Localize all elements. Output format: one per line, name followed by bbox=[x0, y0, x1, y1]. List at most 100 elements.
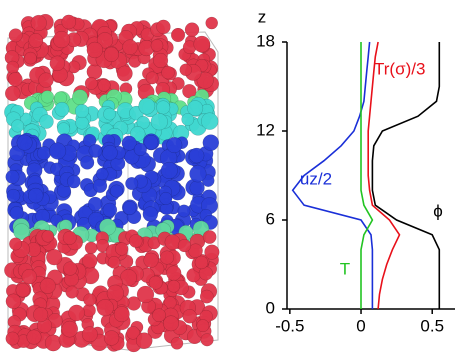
atom bbox=[143, 134, 159, 150]
atom bbox=[46, 248, 63, 266]
atom bbox=[125, 176, 139, 191]
atom bbox=[200, 333, 214, 347]
atom bbox=[21, 268, 37, 285]
atom bbox=[159, 250, 175, 265]
atom bbox=[95, 167, 109, 181]
series-line bbox=[360, 42, 374, 309]
atom bbox=[33, 307, 49, 323]
atom bbox=[138, 97, 156, 115]
atom bbox=[115, 242, 129, 256]
atom bbox=[41, 229, 55, 243]
series-label: ϕ bbox=[433, 201, 443, 220]
series-line bbox=[371, 42, 441, 309]
atom bbox=[9, 237, 23, 251]
atom bbox=[148, 275, 163, 290]
atom bbox=[160, 161, 178, 180]
atom bbox=[57, 122, 71, 136]
atom bbox=[177, 238, 192, 253]
atom bbox=[80, 155, 95, 170]
atom bbox=[205, 16, 219, 30]
atom bbox=[143, 252, 159, 268]
atom bbox=[16, 134, 33, 151]
atom bbox=[202, 134, 220, 151]
atom bbox=[49, 55, 66, 72]
atom bbox=[65, 285, 79, 299]
atom bbox=[109, 184, 124, 198]
atom bbox=[68, 304, 85, 322]
atom bbox=[9, 206, 24, 221]
atom bbox=[96, 299, 114, 317]
atom bbox=[39, 277, 56, 294]
atom bbox=[177, 204, 191, 218]
atom bbox=[164, 234, 181, 251]
atom bbox=[103, 107, 116, 121]
atom bbox=[84, 241, 98, 255]
atom bbox=[26, 329, 42, 345]
atom bbox=[166, 136, 183, 154]
atom bbox=[84, 76, 98, 90]
atom bbox=[156, 19, 171, 35]
atom bbox=[15, 282, 31, 298]
atom bbox=[161, 65, 175, 80]
atom bbox=[116, 65, 133, 82]
atom bbox=[5, 331, 20, 346]
atom bbox=[187, 100, 204, 117]
atom bbox=[81, 326, 98, 343]
y-tick-label: 18 bbox=[256, 31, 275, 50]
atom bbox=[83, 293, 97, 307]
atom bbox=[44, 334, 62, 352]
atom bbox=[133, 142, 147, 157]
atom-rendering bbox=[4, 13, 220, 353]
atom bbox=[188, 147, 205, 164]
series-label: uz/2 bbox=[300, 169, 332, 188]
atom bbox=[24, 51, 37, 65]
atom bbox=[126, 326, 140, 340]
atom bbox=[128, 234, 143, 248]
atom bbox=[170, 27, 186, 43]
atom bbox=[196, 319, 210, 333]
atom bbox=[72, 89, 88, 106]
atom bbox=[179, 63, 193, 77]
atom bbox=[39, 114, 54, 129]
atom bbox=[150, 113, 168, 131]
atom bbox=[61, 320, 79, 338]
atom bbox=[8, 28, 23, 43]
atom bbox=[92, 178, 108, 193]
atom bbox=[153, 52, 169, 69]
y-tick-label: 0 bbox=[266, 298, 275, 317]
atom bbox=[135, 332, 153, 349]
y-tick-label: 6 bbox=[266, 209, 275, 228]
x-tick-label: -0.5 bbox=[275, 316, 304, 335]
atom bbox=[74, 103, 90, 119]
atom bbox=[38, 72, 54, 88]
atom bbox=[82, 253, 98, 269]
atom bbox=[184, 22, 200, 37]
atom bbox=[193, 35, 211, 53]
x-tick-label: 0.5 bbox=[420, 316, 444, 335]
atom bbox=[62, 230, 77, 245]
atom bbox=[8, 72, 23, 87]
atom bbox=[102, 144, 118, 161]
series-label: Tr(σ)/3 bbox=[374, 59, 425, 78]
atom bbox=[9, 145, 25, 162]
atom bbox=[61, 14, 77, 30]
atom bbox=[82, 133, 97, 148]
atom bbox=[201, 112, 219, 130]
atom bbox=[4, 85, 21, 102]
atom bbox=[202, 230, 217, 244]
atom bbox=[6, 60, 20, 74]
atom bbox=[96, 32, 114, 49]
atom bbox=[49, 142, 67, 160]
atom bbox=[102, 202, 118, 218]
atom bbox=[196, 71, 214, 89]
atom bbox=[27, 187, 44, 204]
series-line bbox=[367, 41, 401, 310]
atom bbox=[6, 188, 21, 203]
atom bbox=[150, 39, 164, 52]
atom bbox=[145, 71, 159, 85]
atom bbox=[67, 174, 81, 189]
atom bbox=[163, 315, 179, 332]
series-line bbox=[291, 41, 374, 309]
atom bbox=[107, 255, 121, 269]
atom bbox=[156, 100, 171, 115]
